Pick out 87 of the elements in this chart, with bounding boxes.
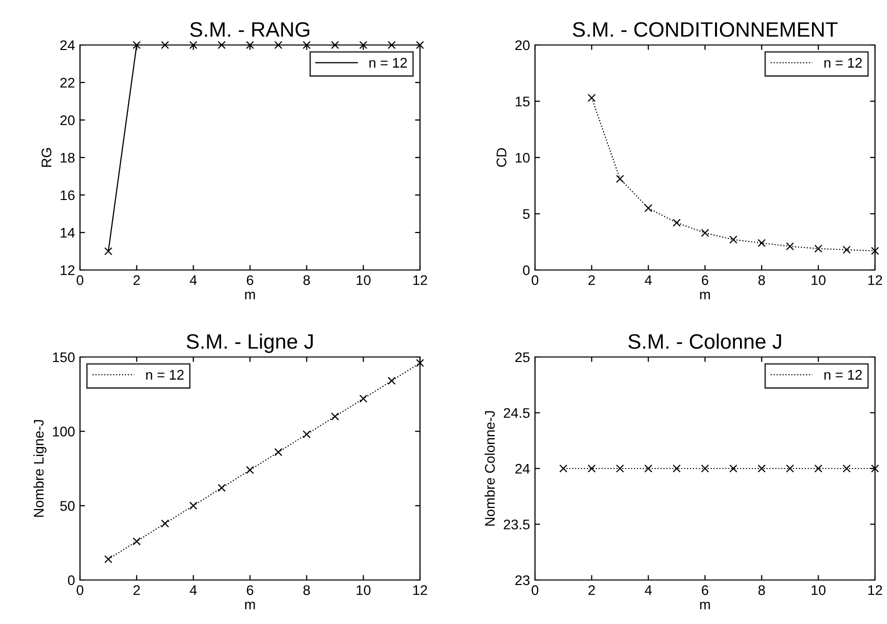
y-tick-label: 23 <box>515 575 530 586</box>
point <box>189 502 198 510</box>
chart-title: S.M. - CONDITIONNEMENT <box>572 22 838 37</box>
legend-label: n = 12 <box>824 370 862 380</box>
point <box>786 242 794 250</box>
x-tick-label: 4 <box>190 585 197 595</box>
y-axis-title: Nombre Ligne-J <box>33 420 46 517</box>
x-tick-label: 10 <box>356 585 371 596</box>
x-tick-label: 4 <box>190 275 197 285</box>
y-tick-label: 20 <box>60 115 75 126</box>
point <box>588 94 596 102</box>
chart-title: S.M. - RANG <box>190 22 310 37</box>
x-tick-label: 4 <box>644 585 652 595</box>
legend-label: n = 12 <box>146 370 184 380</box>
x-tick-label: 10 <box>812 585 826 596</box>
point <box>274 448 282 456</box>
x-tick-label: 8 <box>758 275 765 286</box>
x-tick-label: 4 <box>644 275 652 285</box>
x-tick-label: 12 <box>413 585 428 595</box>
point <box>132 537 141 546</box>
x-tick-label: 6 <box>702 585 708 596</box>
point <box>104 555 112 564</box>
x-tick-label: 12 <box>868 585 882 595</box>
x-tick-label: 10 <box>812 275 826 286</box>
legend-label: n = 12 <box>369 58 407 68</box>
x-tick-label: 2 <box>134 585 140 595</box>
y-tick-label: 50 <box>60 501 75 511</box>
point <box>729 236 738 244</box>
x-tick-label: 8 <box>303 275 310 286</box>
point <box>870 246 880 255</box>
y-tick-label: 15 <box>516 96 530 106</box>
point <box>700 228 710 237</box>
point <box>644 204 652 212</box>
x-axis-title: m <box>245 292 255 300</box>
y-tick-label: 12 <box>60 265 74 276</box>
y-tick-label: 0 <box>522 265 530 276</box>
point <box>218 484 226 492</box>
y-tick-label: 150 <box>53 352 75 362</box>
y-tick-label: 18 <box>60 152 75 163</box>
x-tick-label: 6 <box>246 275 254 286</box>
x-tick-label: 2 <box>588 275 595 285</box>
chart-title: S.M. - Colonne J <box>628 334 782 349</box>
x-tick-label: 2 <box>134 275 140 285</box>
y-tick-label: 0 <box>68 575 75 586</box>
y-tick-label: 25 <box>515 352 530 362</box>
x-axis-title: m <box>700 292 710 300</box>
point <box>302 430 311 438</box>
x-tick-label: 0 <box>76 585 84 596</box>
point <box>160 519 170 528</box>
x-axis-title: m <box>245 602 255 610</box>
x-tick-label: 6 <box>702 275 708 286</box>
x-tick-label: 0 <box>532 275 538 286</box>
point <box>388 376 396 385</box>
x-tick-label: 8 <box>303 585 310 596</box>
x-tick-label: 6 <box>246 585 254 596</box>
y-axis-title: RG <box>42 148 52 167</box>
y-tick-label: 10 <box>516 152 530 163</box>
point <box>359 394 368 403</box>
point <box>842 246 851 254</box>
x-tick-label: 12 <box>413 275 428 285</box>
y-tick-label: 16 <box>60 190 75 200</box>
x-axis-title: m <box>700 602 710 610</box>
x-tick-label: 12 <box>868 275 882 285</box>
y-axis-title: Nombre Colonne-J <box>484 411 495 526</box>
point <box>330 412 340 420</box>
y-tick-label: 20 <box>515 40 530 50</box>
point <box>246 466 254 474</box>
x-tick-label: 10 <box>356 275 371 286</box>
x-tick-label: 2 <box>588 585 595 595</box>
x-tick-label: 8 <box>758 585 765 596</box>
y-axis-title: CD <box>496 148 506 167</box>
x-tick-label: 0 <box>76 275 84 286</box>
point <box>616 174 624 183</box>
chart-title: S.M. - Ligne J <box>186 334 313 353</box>
point <box>672 218 681 227</box>
x-tick-label: 0 <box>532 585 538 596</box>
y-tick-label: 24 <box>515 464 530 474</box>
point <box>758 238 766 248</box>
y-tick-label: 24 <box>60 40 75 50</box>
y-tick-label: 100 <box>53 426 75 437</box>
y-tick-label: 22 <box>60 78 74 88</box>
point <box>814 244 822 253</box>
y-tick-label: 5 <box>522 209 530 219</box>
y-tick-label: 24.5 <box>504 408 530 418</box>
y-tick-label: 14 <box>60 228 75 238</box>
legend-label: n = 12 <box>824 58 862 68</box>
y-tick-label: 23.5 <box>504 520 530 530</box>
